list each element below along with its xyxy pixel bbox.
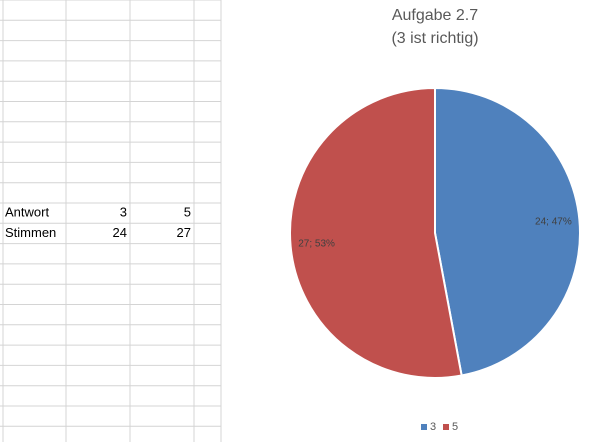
cell: 27 bbox=[177, 225, 191, 240]
cell: Antwort bbox=[5, 205, 49, 220]
cell: 3 bbox=[120, 205, 127, 220]
cell: 5 bbox=[184, 205, 191, 220]
data-label: 24; 47% bbox=[535, 217, 572, 228]
sheet-cells: Antwort 3 5 Stimmen 24 27 bbox=[5, 205, 191, 240]
legend-swatch bbox=[443, 424, 449, 430]
chart: Aufgabe 2.7 (3 ist richtig) 24; 47% 27; 5… bbox=[289, 7, 581, 433]
chart-title: Aufgabe 2.7 bbox=[392, 7, 478, 24]
legend-swatch bbox=[421, 424, 427, 430]
chart-subtitle: (3 ist richtig) bbox=[391, 30, 478, 47]
legend-label: 5 bbox=[452, 421, 458, 433]
pie-slice bbox=[289, 86, 463, 379]
data-label: 27; 53% bbox=[298, 239, 335, 250]
pie-slice bbox=[434, 86, 581, 377]
cell: Stimmen bbox=[5, 225, 56, 240]
sheet-grid bbox=[0, 0, 222, 442]
legend-label: 3 bbox=[430, 421, 436, 433]
cell: 24 bbox=[113, 225, 127, 240]
